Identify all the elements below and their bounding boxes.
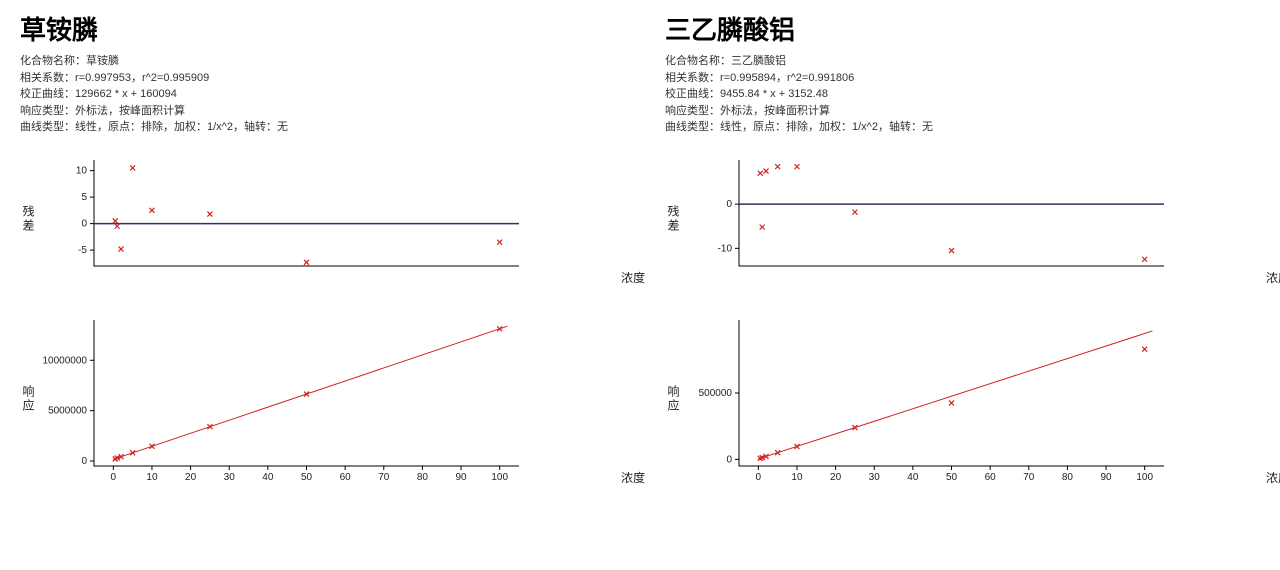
xlabel: 浓度 [1266, 269, 1280, 286]
ylabel-residual: 残差 [20, 154, 39, 284]
svg-text:20: 20 [185, 472, 197, 483]
ylabel-residual: 残差 [665, 154, 684, 284]
svg-text:10000000: 10000000 [43, 355, 88, 366]
xlabel: 浓度 [621, 469, 645, 486]
svg-text:40: 40 [907, 472, 919, 483]
svg-text:0: 0 [81, 455, 87, 466]
svg-text:20: 20 [830, 472, 842, 483]
svg-text:10: 10 [76, 165, 88, 176]
response-plot-right: 0 500000 0 10 20 30 40 50 60 70 80 90 100 [684, 314, 1174, 484]
ylabel-response: 响应 [665, 314, 684, 484]
svg-text:30: 30 [869, 472, 881, 483]
meta-value: r=0.997953，r^2=0.995909 [75, 72, 209, 84]
svg-text:500000: 500000 [699, 388, 733, 399]
meta-block-left: 化合物名称：草铵膦 相关系数：r=0.997953，r^2=0.995909 校… [20, 53, 615, 136]
svg-text:70: 70 [1023, 472, 1035, 483]
svg-text:50: 50 [301, 472, 313, 483]
svg-text:90: 90 [455, 472, 467, 483]
svg-text:100: 100 [491, 472, 508, 483]
svg-text:5000000: 5000000 [48, 405, 87, 416]
svg-text:60: 60 [985, 472, 997, 483]
meta-label: 化合物名称： [665, 55, 731, 67]
svg-text:-10: -10 [718, 243, 733, 254]
left-panel: 草铵膦 化合物名称：草铵膦 相关系数：r=0.997953，r^2=0.9959… [20, 10, 615, 560]
meta-label: 化合物名称： [20, 55, 86, 67]
meta-label: 响应类型： [20, 105, 75, 117]
residual-chart-left: 残差 -50510 浓度 [20, 154, 615, 284]
svg-text:0: 0 [81, 218, 87, 229]
compound-title-right: 三乙膦酸铝 [665, 10, 1260, 47]
meta-value: 线性，原点：排除，加权：1/x^2，轴转：无 [75, 121, 288, 133]
meta-label: 曲线类型： [20, 121, 75, 133]
residual-plot-right: -10 0 [684, 154, 1174, 284]
meta-value: 外标法，按峰面积计算 [75, 105, 185, 117]
svg-text:80: 80 [417, 472, 429, 483]
meta-label: 相关系数： [665, 72, 720, 84]
residual-plot-left: -5 0 5 10 [39, 154, 529, 284]
meta-value: r=0.995894，r^2=0.991806 [720, 72, 854, 84]
svg-text:60: 60 [340, 472, 352, 483]
svg-text:90: 90 [1100, 472, 1112, 483]
svg-text:0: 0 [111, 472, 117, 483]
response-chart-left: 响应 0 5000000 10000000 0 10 20 30 40 50 60 70 80 90 10… [20, 314, 615, 484]
response-chart-right: 响应 05000000102030405060708090100 浓度 [665, 314, 1260, 484]
svg-text:0: 0 [726, 199, 732, 210]
svg-text:80: 80 [1062, 472, 1074, 483]
meta-label: 相关系数： [20, 72, 75, 84]
xlabel: 浓度 [621, 269, 645, 286]
svg-text:10: 10 [146, 472, 158, 483]
svg-text:0: 0 [726, 454, 732, 465]
meta-value: 草铵膦 [86, 55, 119, 67]
meta-value: 三乙膦酸铝 [731, 55, 786, 67]
meta-label: 校正曲线： [665, 88, 720, 100]
svg-text:5: 5 [81, 192, 87, 203]
response-plot-left: 0 5000000 10000000 0 10 20 30 40 50 60 70 80 90 100 [39, 314, 529, 484]
residual-chart-right: 残差 -100 浓度 [665, 154, 1260, 284]
svg-text:40: 40 [262, 472, 274, 483]
svg-text:0: 0 [756, 472, 762, 483]
meta-value: 129662 * x + 160094 [75, 88, 177, 100]
ylabel-response: 响应 [20, 314, 39, 484]
meta-value: 9455.84 * x + 3152.48 [720, 88, 828, 100]
meta-value: 线性，原点：排除，加权：1/x^2，轴转：无 [720, 121, 933, 133]
meta-label: 校正曲线： [20, 88, 75, 100]
svg-text:50: 50 [946, 472, 958, 483]
svg-text:100: 100 [1136, 472, 1153, 483]
meta-value: 外标法，按峰面积计算 [720, 105, 830, 117]
meta-label: 响应类型： [665, 105, 720, 117]
svg-text:70: 70 [378, 472, 390, 483]
xlabel: 浓度 [1266, 469, 1280, 486]
meta-block-right: 化合物名称：三乙膦酸铝 相关系数：r=0.995894，r^2=0.991806… [665, 53, 1260, 136]
meta-label: 曲线类型： [665, 121, 720, 133]
svg-text:10: 10 [791, 472, 803, 483]
compound-title-left: 草铵膦 [20, 10, 615, 47]
right-panel: 三乙膦酸铝 化合物名称：三乙膦酸铝 相关系数：r=0.995894，r^2=0.… [665, 10, 1260, 560]
svg-text:-5: -5 [78, 245, 87, 256]
svg-text:30: 30 [224, 472, 236, 483]
